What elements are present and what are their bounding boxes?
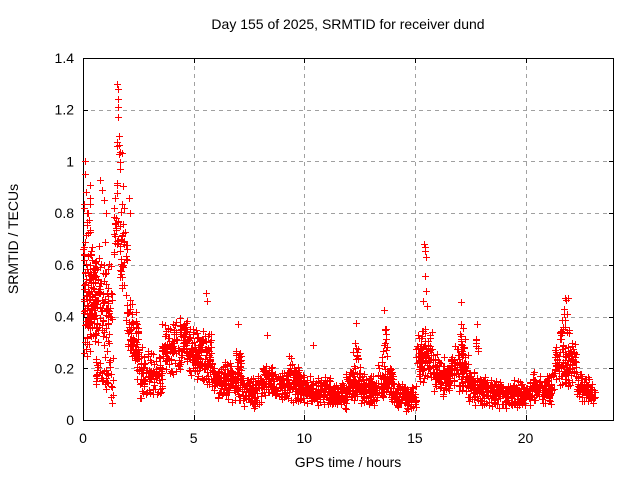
x-tick-label: 10 xyxy=(296,430,312,446)
plot-border xyxy=(83,58,614,421)
tick-marks xyxy=(83,58,614,421)
y-tick-label: 1.4 xyxy=(55,50,75,66)
x-tick-label: 20 xyxy=(518,430,534,446)
y-tick-label: 0.8 xyxy=(55,205,75,221)
y-tick-label: 0.4 xyxy=(55,309,75,325)
scatter-points xyxy=(80,81,599,415)
y-tick-labels: 0 0.2 0.4 0.6 0.8 1 1.2 1.4 xyxy=(55,50,75,428)
gridlines xyxy=(83,58,614,420)
x-tick-labels: 0 5 10 15 20 xyxy=(79,430,533,446)
y-tick-label: 0.6 xyxy=(55,257,75,273)
y-tick-label: 1 xyxy=(66,153,74,169)
y-tick-label: 1.2 xyxy=(55,102,75,118)
x-tick-label: 0 xyxy=(79,430,87,446)
y-tick-label: 0.2 xyxy=(55,360,75,376)
y-axis-label: SRMTID / TECUs xyxy=(5,184,21,294)
x-axis-label: GPS time / hours xyxy=(295,454,402,470)
y-tick-label: 0 xyxy=(66,412,74,428)
x-tick-label: 15 xyxy=(407,430,423,446)
x-tick-label: 5 xyxy=(190,430,198,446)
chart-title: Day 155 of 2025, SRMTID for receiver dun… xyxy=(211,16,484,32)
